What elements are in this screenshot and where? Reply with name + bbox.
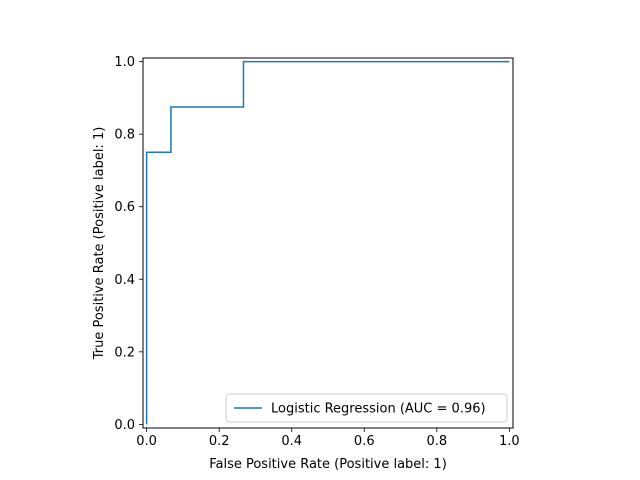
x-tick-label: 1.0 <box>499 434 520 449</box>
y-tick-label: 0.0 <box>114 418 135 433</box>
y-axis-ticks: 0.0 0.2 0.4 0.6 0.8 1.0 <box>114 55 143 433</box>
y-axis-label: True Positive Rate (Positive label: 1) <box>92 127 107 361</box>
y-tick-label: 0.4 <box>114 273 135 288</box>
series-layer <box>145 60 510 425</box>
y-tick-label: 1.0 <box>114 55 135 70</box>
legend: Logistic Regression (AUC = 0.96) <box>225 393 508 423</box>
roc-curve-series-0 <box>145 60 510 425</box>
legend-entry: Logistic Regression (AUC = 0.96) <box>271 402 486 417</box>
y-tick-label: 0.8 <box>114 128 135 143</box>
plot-area: 0.0 0.2 0.4 0.6 0.8 1.0 0.0 0.2 0.4 0.6 0.8 1.0 <box>114 55 519 449</box>
x-tick-label: 0.2 <box>209 434 230 449</box>
x-tick-label: 0.6 <box>354 434 375 449</box>
x-axis-label: False Positive Rate (Positive label: 1) <box>209 457 447 472</box>
x-tick-label: 0.0 <box>136 434 157 449</box>
legend-box <box>225 393 508 423</box>
y-tick-label: 0.2 <box>114 345 135 360</box>
x-tick-label: 0.4 <box>281 434 302 449</box>
x-axis-ticks: 0.0 0.2 0.4 0.6 0.8 1.0 <box>136 428 520 449</box>
y-tick-label: 0.6 <box>114 200 135 215</box>
axes-frame <box>142 57 514 429</box>
x-tick-label: 0.8 <box>426 434 447 449</box>
